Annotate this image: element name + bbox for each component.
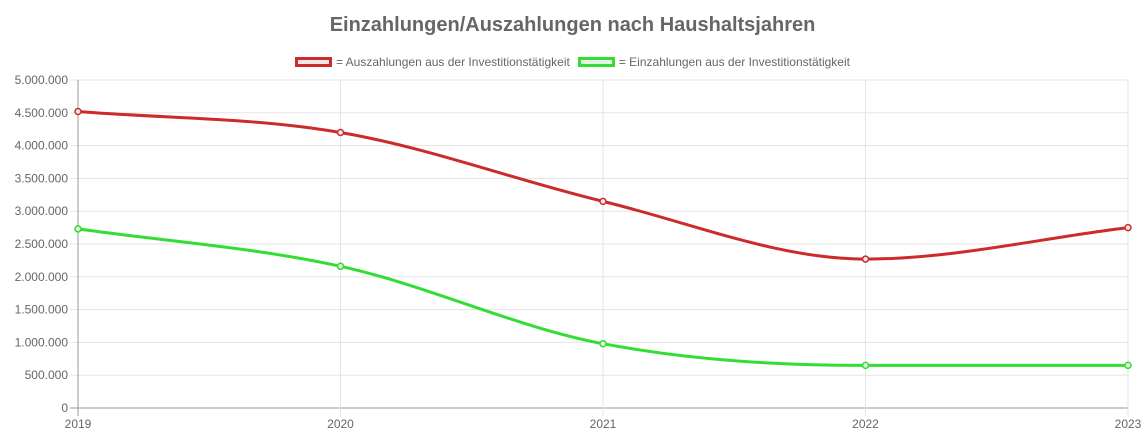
- y-tick-label: 3.500.000: [15, 171, 69, 185]
- x-tick-label: 2023: [1115, 417, 1142, 431]
- legend-item-auszahlungen[interactable]: = Auszahlungen aus der Investitionstätig…: [295, 55, 570, 69]
- data-point-0[interactable]: [599, 197, 607, 206]
- x-axis-ticks: 2019 2020 2021 2022 2023: [65, 417, 1142, 431]
- legend-label-auszahlungen: = Auszahlungen aus der Investitionstätig…: [336, 55, 570, 69]
- data-point-1[interactable]: [599, 339, 607, 348]
- data-point-1[interactable]: [74, 225, 82, 233]
- legend-item-einzahlungen[interactable]: = Einzahlungen aus der Investitionstätig…: [577, 55, 850, 69]
- y-tick-label: 5.000.000: [15, 73, 69, 87]
- y-tick-label: 2.500.000: [15, 237, 69, 251]
- y-tick-label: 2.000.000: [15, 270, 69, 284]
- chart-title: Einzahlungen/Auszahlungen nach Haushalts…: [329, 14, 816, 36]
- y-axis-ticks: 0 500.000 1.000.000 1.500.000 2.000.000 2.500…: [15, 73, 69, 415]
- data-point-0[interactable]: [336, 128, 345, 137]
- chart-series: [74, 107, 1132, 370]
- y-tick-label: 3.000.000: [15, 204, 69, 218]
- x-tick-label: 2022: [852, 417, 879, 431]
- chart-legend: = Auszahlungen aus der Investitionstätig…: [0, 55, 1145, 69]
- y-tick-label: 1.000.000: [15, 335, 69, 349]
- y-tick-label: 4.500.000: [15, 106, 69, 120]
- data-point-0[interactable]: [1124, 223, 1132, 232]
- legend-swatch-einzahlungen: [577, 57, 615, 67]
- y-tick-label: 500.000: [25, 368, 69, 382]
- chart-grid: [70, 79, 1129, 416]
- data-point-1[interactable]: [1124, 361, 1132, 370]
- y-tick-label: 1.500.000: [15, 303, 69, 317]
- x-tick-label: 2019: [65, 417, 92, 431]
- legend-label-einzahlungen: = Einzahlungen aus der Investitionstätig…: [618, 55, 850, 69]
- x-tick-label: 2021: [590, 417, 617, 431]
- y-tick-label: 4.000.000: [15, 139, 69, 153]
- legend-swatch-auszahlungen: [295, 57, 332, 67]
- y-tick-label: 0: [61, 401, 68, 415]
- x-tick-label: 2020: [327, 417, 354, 431]
- data-point-0[interactable]: [74, 107, 82, 116]
- data-point-0[interactable]: [861, 255, 870, 263]
- data-point-1[interactable]: [336, 262, 345, 271]
- data-point-1[interactable]: [861, 361, 870, 370]
